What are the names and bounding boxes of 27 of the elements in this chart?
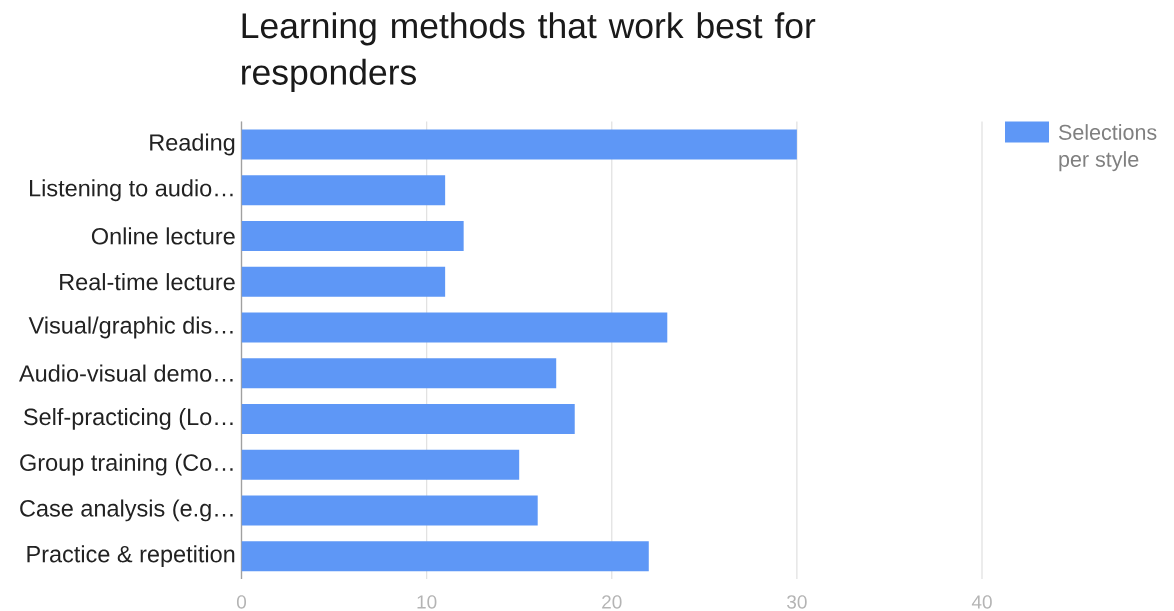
bar (241, 541, 649, 572)
y-tick-label: Listening to audio… (30, 179, 233, 202)
y-tick-label: Self-practicing (Lo… (23, 407, 233, 430)
y-tick-label: Group training (Co… (20, 453, 233, 476)
x-tick-label: 30 (787, 595, 807, 609)
bar (241, 403, 575, 434)
y-tick-label: Audio-visual demo… (19, 364, 233, 382)
bar (241, 312, 668, 343)
y-tick-label: Real-time lecture (60, 273, 235, 291)
y-tick-label: Reading (150, 133, 235, 156)
bar (241, 495, 538, 526)
chart-title: Learning methods that work best for responders (242, 12, 816, 92)
y-tick-label: Practice & repetition (27, 545, 235, 568)
y-tick-label: Case analysis (e.g… (20, 499, 233, 522)
bar (241, 358, 557, 389)
y-tick-label: Visual/graphic dis… (28, 316, 233, 339)
x-tick-label: 0 (236, 595, 247, 609)
bar (241, 266, 446, 297)
y-tick-label: Online lecture (91, 227, 235, 245)
legend-label: Selections per style (1058, 124, 1157, 172)
x-tick-label: 20 (602, 595, 622, 609)
bar (241, 129, 797, 160)
x-tick-label: 10 (417, 595, 437, 609)
bar (241, 220, 464, 251)
bar (241, 175, 446, 206)
x-tick-label: 40 (971, 595, 992, 609)
bar (241, 449, 520, 480)
